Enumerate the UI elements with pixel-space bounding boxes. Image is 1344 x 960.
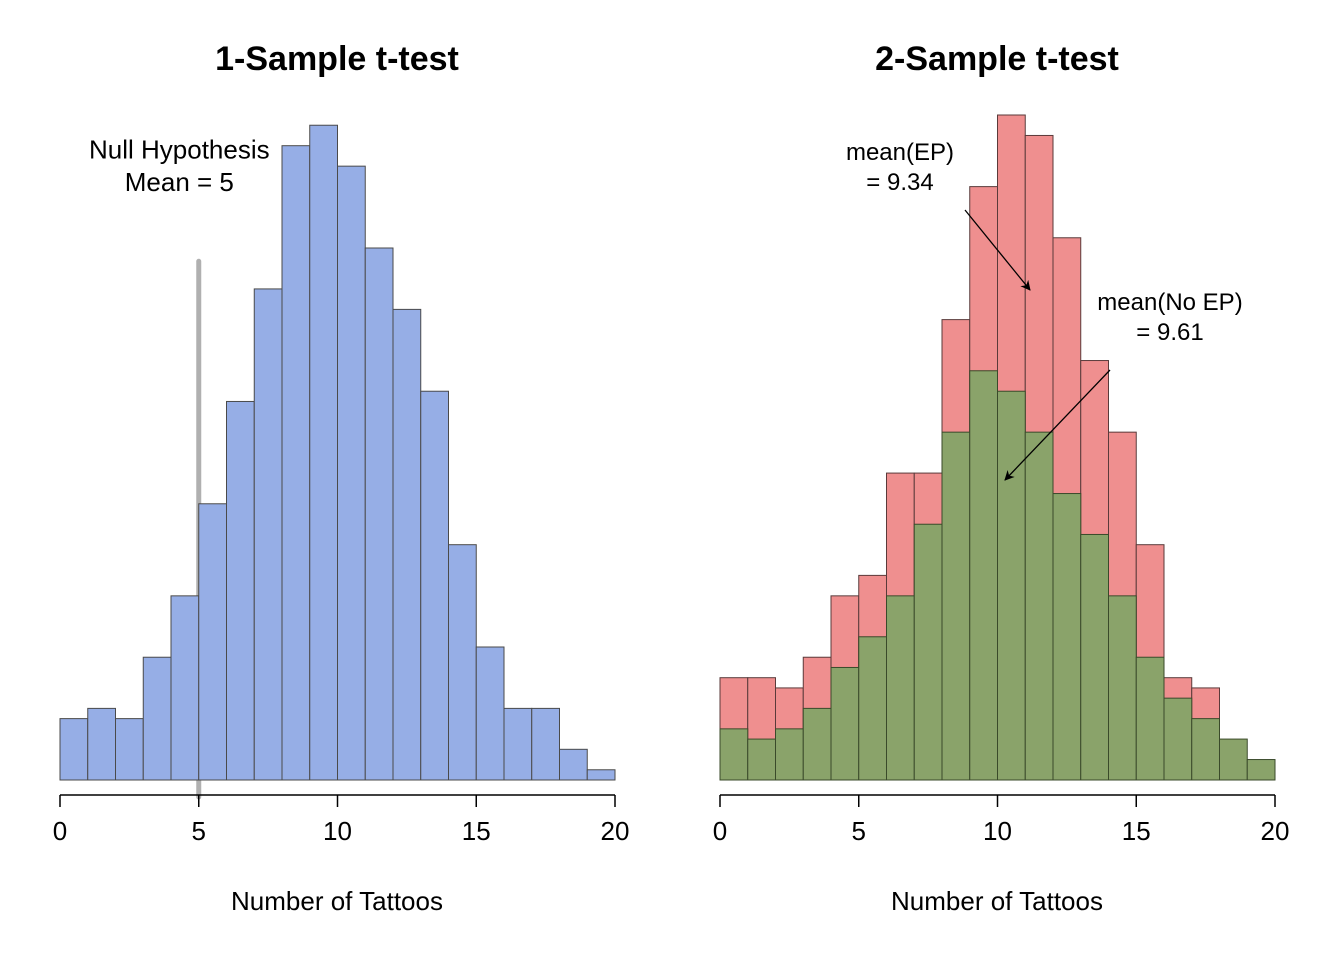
svg-text:mean(No EP): mean(No EP) bbox=[1097, 289, 1242, 316]
svg-text:= 9.34: = 9.34 bbox=[866, 169, 933, 196]
svg-text:15: 15 bbox=[1122, 816, 1151, 846]
svg-text:20: 20 bbox=[1261, 816, 1290, 846]
svg-text:0: 0 bbox=[713, 816, 727, 846]
figure-container: 1-Sample t-test 0 5 10 15 20 Number of Tattoos… bbox=[0, 0, 1344, 960]
svg-text:Mean = 5: Mean = 5 bbox=[125, 167, 234, 197]
svg-text:10: 10 bbox=[323, 816, 352, 846]
svg-text:= 9.61: = 9.61 bbox=[1136, 319, 1203, 346]
svg-text:15: 15 bbox=[462, 816, 491, 846]
svg-text:2-Sample t-test: 2-Sample t-test bbox=[875, 40, 1119, 78]
svg-text:Null Hypothesis: Null Hypothesis bbox=[89, 134, 270, 164]
svg-text:10: 10 bbox=[983, 816, 1012, 846]
svg-text:5: 5 bbox=[192, 816, 206, 846]
svg-text:Number of Tattoos: Number of Tattoos bbox=[231, 886, 443, 916]
figure-svg: 1-Sample t-test 0 5 10 15 20 Number of Tattoos… bbox=[0, 0, 1344, 960]
svg-text:5: 5 bbox=[852, 816, 866, 846]
svg-text:1-Sample t-test: 1-Sample t-test bbox=[215, 40, 459, 78]
svg-text:mean(EP): mean(EP) bbox=[846, 139, 954, 166]
svg-text:Number of Tattoos: Number of Tattoos bbox=[891, 886, 1103, 916]
svg-text:20: 20 bbox=[601, 816, 630, 846]
svg-text:0: 0 bbox=[53, 816, 67, 846]
